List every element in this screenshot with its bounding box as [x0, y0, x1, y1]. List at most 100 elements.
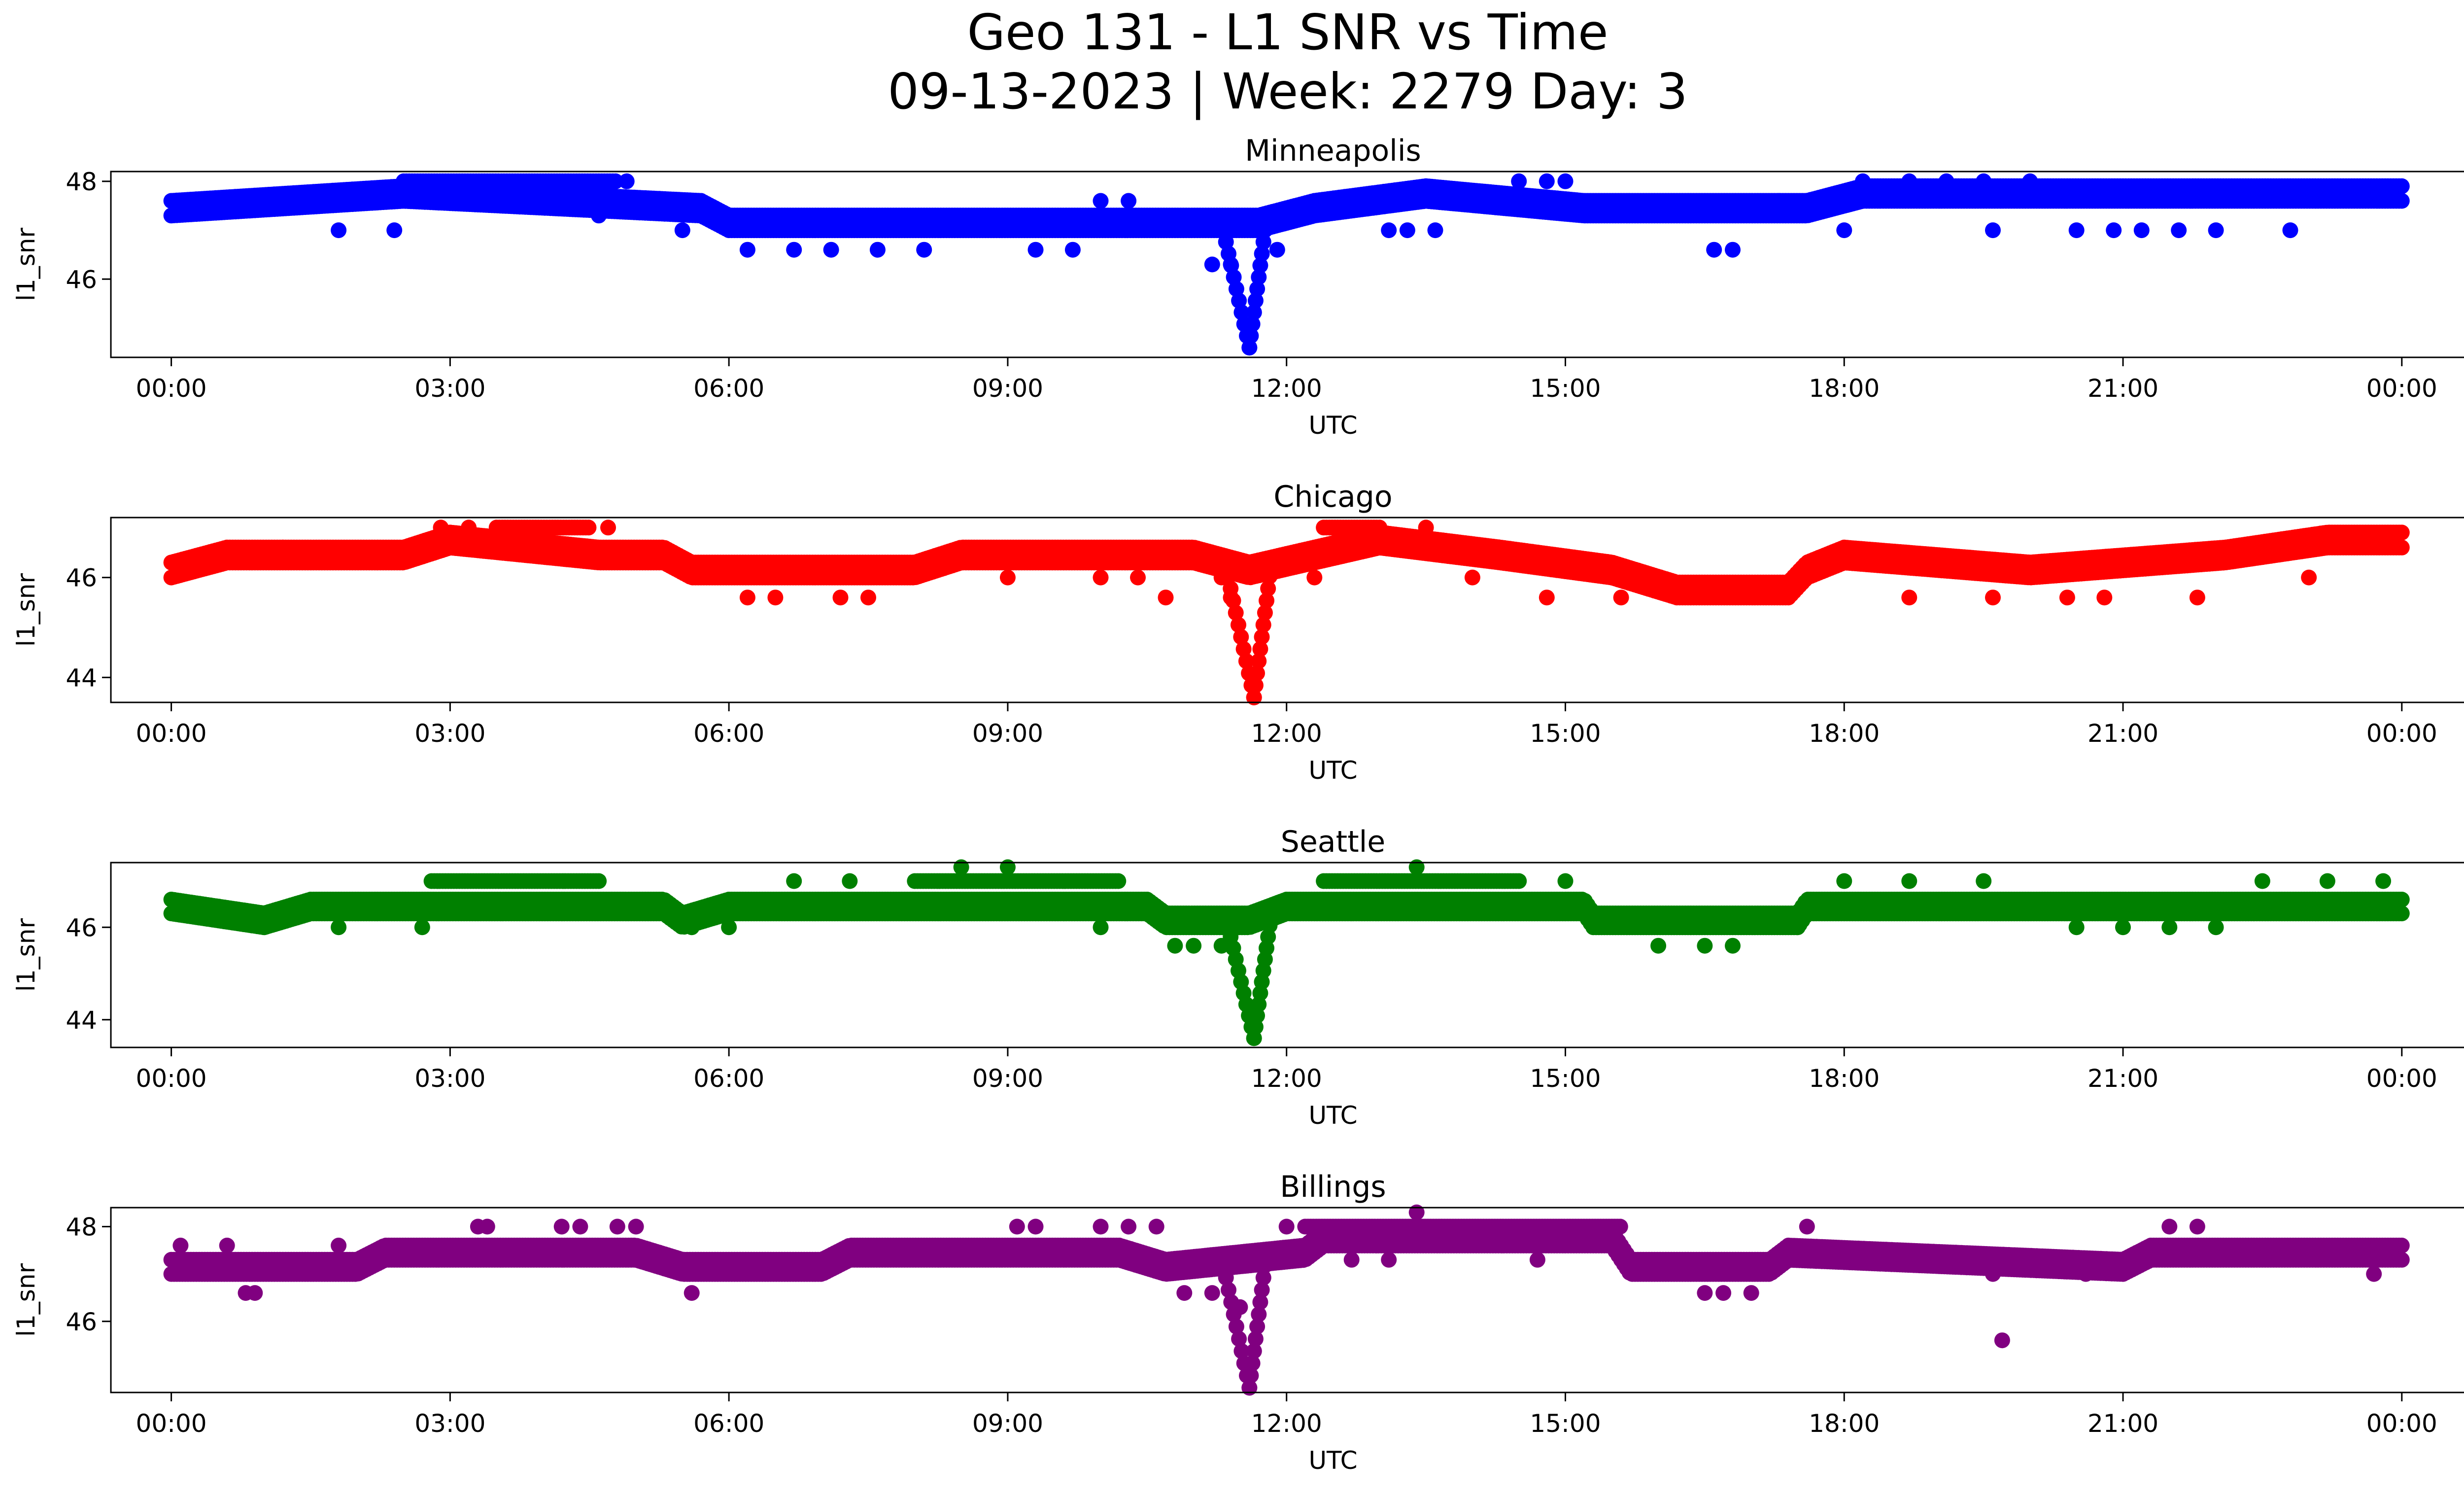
x-tick-label: 09:00 — [972, 719, 1043, 748]
data-point — [433, 520, 449, 536]
y-axis-label: l1_snr — [12, 573, 40, 647]
data-point — [1215, 222, 1232, 239]
data-point — [2096, 590, 2113, 606]
x-tick-label: 00:00 — [136, 719, 207, 748]
data-point — [2394, 524, 2410, 541]
data-point — [786, 242, 802, 258]
data-point — [1539, 173, 1555, 189]
x-axis-label: UTC — [1308, 411, 1357, 440]
data-point — [1613, 590, 1629, 606]
data-point — [1231, 292, 1247, 309]
data-point — [1255, 234, 1271, 250]
data-point — [1985, 222, 2001, 239]
data-point — [1093, 569, 1109, 586]
data-point — [1064, 242, 1081, 258]
data-point — [1252, 257, 1268, 274]
data-point — [1249, 281, 1266, 297]
data-point — [1244, 316, 1261, 332]
data-point — [1985, 590, 2001, 606]
data-point — [1418, 520, 1434, 536]
x-tick-label: 06:00 — [693, 374, 764, 403]
data-point — [1226, 269, 1242, 285]
data-point — [916, 242, 932, 258]
data-point — [1269, 242, 1285, 258]
x-tick-label: 00:00 — [2366, 374, 2437, 403]
data-point — [1246, 304, 1262, 320]
data-point — [2068, 222, 2085, 239]
data-point — [2282, 222, 2298, 239]
y-tick-label: 48 — [66, 168, 97, 196]
x-tick-label: 09:00 — [972, 374, 1043, 403]
data-point — [1464, 569, 1480, 586]
data-point — [1901, 590, 1917, 606]
data-point — [1243, 328, 1259, 344]
data-point — [608, 173, 624, 189]
data-point — [1233, 304, 1250, 320]
data-point — [1511, 173, 1527, 189]
data-point — [1771, 193, 1787, 209]
figure-title-line1: Geo 131 - L1 SNR vs Time — [967, 3, 1608, 61]
data-point — [869, 242, 886, 258]
x-tick-label: 18:00 — [1809, 374, 1880, 403]
data-point — [1027, 242, 1044, 258]
data-point — [739, 242, 755, 258]
data-point — [1158, 590, 1174, 606]
data-point — [1223, 256, 1239, 273]
x-tick-label: 03:00 — [414, 719, 485, 748]
data-point — [396, 539, 412, 556]
x-tick-label: 03:00 — [414, 374, 485, 403]
data-point — [1228, 281, 1244, 297]
data-point — [2394, 539, 2410, 556]
axes-frame — [110, 171, 2464, 358]
data-point — [1306, 569, 1323, 586]
data-point — [1241, 340, 1258, 356]
data-point — [591, 208, 607, 224]
data-point — [2022, 173, 2038, 189]
data-point — [1121, 193, 1137, 209]
data-point — [2133, 222, 2150, 239]
y-tick-label: 44 — [66, 663, 97, 692]
data-point — [2059, 590, 2075, 606]
x-tick-label: 15:00 — [1530, 374, 1601, 403]
data-point — [1706, 242, 1722, 258]
x-tick-label: 21:00 — [2088, 719, 2158, 748]
y-tick-label: 46 — [66, 265, 97, 294]
data-point — [767, 590, 784, 606]
data-point — [1213, 569, 1230, 586]
data-point — [1251, 269, 1267, 285]
data-point — [2208, 222, 2224, 239]
data-point — [1539, 590, 1555, 606]
data-point — [1855, 173, 1871, 189]
x-tick-label: 21:00 — [2088, 374, 2158, 403]
data-point — [999, 569, 1016, 586]
data-point — [1257, 222, 1273, 239]
data-point — [1223, 590, 1239, 606]
data-point — [1254, 245, 1270, 262]
data-point — [832, 590, 849, 606]
y-axis-label: l1_snr — [12, 228, 40, 301]
data-point — [274, 539, 291, 556]
subplot-title: Chicago — [1273, 480, 1392, 514]
x-axis-label: UTC — [1308, 756, 1357, 785]
data-point — [618, 173, 635, 189]
scatter-points — [163, 520, 2410, 705]
data-point — [1399, 222, 1415, 239]
x-tick-label: 18:00 — [1809, 719, 1880, 748]
x-tick-label: 00:00 — [136, 374, 207, 403]
data-point — [386, 222, 403, 239]
subplot-title: Seattle — [1281, 825, 1385, 859]
data-point — [1247, 292, 1264, 309]
figure-title-line2: 09-13-2023 | Week: 2279 Day: 3 — [888, 63, 1687, 120]
scatter-points — [163, 173, 2410, 356]
data-point — [1976, 173, 1992, 189]
data-point — [860, 590, 876, 606]
x-tick-label: 12:00 — [1251, 719, 1322, 748]
data-point — [600, 520, 616, 536]
data-point — [581, 520, 597, 536]
data-point — [1557, 173, 1574, 189]
data-point — [331, 222, 347, 239]
data-point — [1725, 242, 1741, 258]
